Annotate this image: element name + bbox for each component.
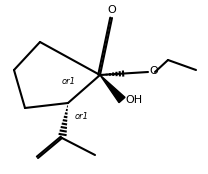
Polygon shape — [100, 75, 125, 103]
Text: O: O — [149, 66, 158, 76]
Text: O: O — [108, 5, 116, 15]
Text: or1: or1 — [75, 112, 89, 121]
Text: OH: OH — [125, 95, 142, 105]
Text: or1: or1 — [62, 77, 76, 86]
